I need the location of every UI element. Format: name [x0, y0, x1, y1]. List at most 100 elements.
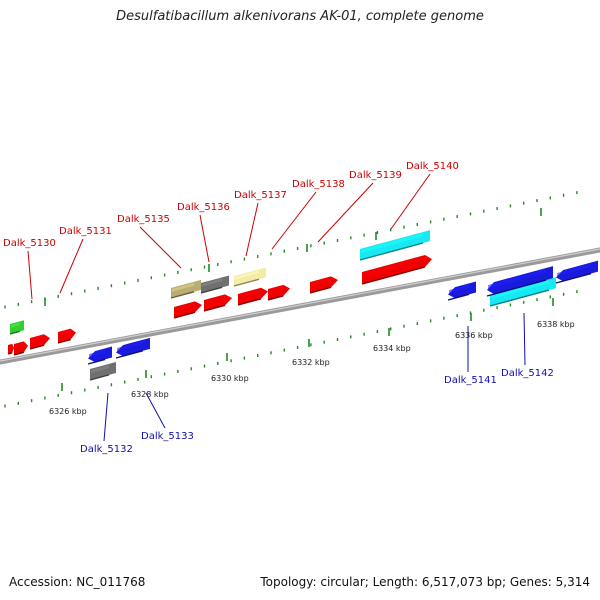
genome-backbone: [0, 247, 600, 365]
gene-green-box-highlight: [11, 322, 20, 328]
gene-label-top: Dalk_5136: [177, 202, 230, 213]
gene-red-arrow-highlight: [205, 295, 225, 305]
gene-red-arrow: [173, 301, 202, 319]
callout-line-top: [271, 191, 317, 250]
gene-red-arrow-highlight: [269, 285, 284, 294]
gene-label-top: Dalk_5135: [117, 214, 170, 225]
gene-blue-arrow-highlight: [117, 340, 143, 352]
gene-label-top: Dalk_5138: [292, 179, 345, 190]
gene-5132-box: [89, 361, 116, 381]
gene-red-arrow: [13, 341, 28, 356]
gene-5137-box: [233, 267, 266, 287]
gene-5137-box-highlight: [235, 270, 259, 280]
callout-line-top: [27, 250, 33, 300]
gene-blue-arrow-edge: [115, 350, 144, 359]
gene-red-arrow-edge: [267, 295, 284, 301]
gene-5140-box-edge: [359, 242, 424, 261]
gene-red-arrow-highlight: [31, 335, 44, 343]
gene-label-top: Dalk_5140: [406, 161, 459, 172]
callout-line-top: [139, 226, 182, 269]
gene-5135-box: [170, 279, 201, 299]
callout-line-bottom: [103, 392, 109, 442]
gene-blue-arrow-body: [88, 346, 112, 363]
gene-label-bottom: Dalk_5132: [80, 444, 133, 455]
gene-blue-arrow: [555, 260, 598, 284]
gene-red-arrow: [57, 328, 76, 344]
gene-red-arrow-edge: [203, 304, 226, 312]
gene-5142-box-edge: [489, 289, 550, 307]
gene-blue-arrow-edge: [87, 358, 106, 365]
map-title: Desulfatibacillum alkenivorans AK-01, co…: [116, 9, 484, 24]
callout-line-top: [317, 182, 374, 243]
gene-5132-box-highlight: [91, 364, 109, 374]
gene-red-arrow-edge: [13, 351, 24, 356]
kbp-label: 6338 kbp: [537, 320, 575, 329]
gene-features: [7, 230, 598, 381]
gene-5132-box-edge: [89, 374, 110, 381]
gene-5135-box-edge: [170, 291, 195, 299]
kbp-label: 6334 kbp: [373, 344, 411, 353]
gene-red-arrow-edge: [57, 338, 71, 344]
gene-label-bottom: Dalk_5142: [501, 368, 554, 379]
callout-line-top: [199, 214, 210, 263]
callout-line-bottom: [523, 312, 526, 366]
accession-label: Accession: NC_011768: [9, 575, 146, 589]
gene-5140-box-highlight: [361, 232, 423, 254]
gene-5132-box-body: [90, 361, 116, 380]
kbp-label: 6332 kbp: [292, 358, 330, 367]
kbp-labels: 6326 kbp 6328 kbp 6330 kbp 6332 kbp 6334 kbp…: [49, 320, 575, 416]
gene-blue-arrow-edge: [486, 279, 547, 297]
callout-line-top: [245, 202, 259, 257]
gene-blue-arrow: [115, 337, 150, 359]
gene-5142-box: [489, 277, 556, 307]
gene-label-bottom: Dalk_5133: [141, 431, 194, 442]
gene-red-arrow-highlight: [15, 342, 24, 349]
gene-red-arrow-highlight: [363, 255, 425, 277]
gene-red-arrow: [361, 254, 432, 285]
gene-5136-box: [200, 275, 229, 294]
gene-blue-arrow-edge: [555, 272, 592, 284]
callout-line-top: [390, 173, 431, 230]
gene-5136-box-edge: [200, 286, 223, 294]
backbone-highlight: [0, 248, 600, 362]
gene-5136-box-highlight: [202, 278, 222, 287]
gene-red-arrow-highlight: [9, 344, 13, 349]
callout-line-bottom: [145, 392, 166, 429]
gene-red-arrow-highlight: [59, 329, 71, 337]
gene-red-arrow-edge: [7, 352, 13, 355]
gene-red-arrow: [309, 276, 338, 294]
gene-red-arrow-edge: [309, 286, 332, 294]
kbp-label: 6328 kbp: [131, 390, 169, 399]
gene-green-box: [9, 320, 24, 335]
gene-red-arrow: [203, 294, 232, 312]
gene-red-arrow-edge: [29, 344, 45, 350]
gene-5137-box-edge: [233, 278, 260, 287]
gene-blue-arrow: [486, 266, 553, 297]
gene-5140-box: [359, 230, 430, 261]
gene-label-bottom: Dalk_5141: [444, 375, 497, 386]
gene-red-arrow: [267, 284, 290, 301]
kbp-label: 6330 kbp: [211, 374, 249, 383]
gene-red-arrow-edge: [237, 298, 262, 306]
callout-line-top: [59, 238, 84, 294]
kbp-label: 6336 kbp: [455, 331, 493, 340]
gene-blue-arrow-highlight: [488, 269, 546, 289]
gene-red-arrow-highlight: [311, 277, 331, 287]
gene-blue-arrow-highlight: [89, 349, 105, 358]
gene-red-arrow-edge: [361, 266, 426, 285]
gene-blue-arrow-highlight: [449, 284, 469, 294]
gene-label-top: Dalk_5137: [234, 190, 287, 201]
gene-blue-arrow: [87, 346, 112, 365]
tick-marks: [4, 191, 578, 408]
gene-green-box-edge: [9, 330, 20, 335]
gene-5142-box-highlight: [491, 280, 549, 300]
gene-red-arrow-body: [268, 284, 290, 300]
gene-red-arrow-highlight: [175, 302, 195, 312]
gene-blue-arrow: [447, 281, 476, 301]
gene-label-top: Dalk_5139: [349, 170, 402, 181]
kbp-label: 6326 kbp: [49, 407, 87, 416]
gene-blue-arrow-edge: [447, 293, 470, 301]
gene-red-arrow-edge: [173, 311, 196, 319]
